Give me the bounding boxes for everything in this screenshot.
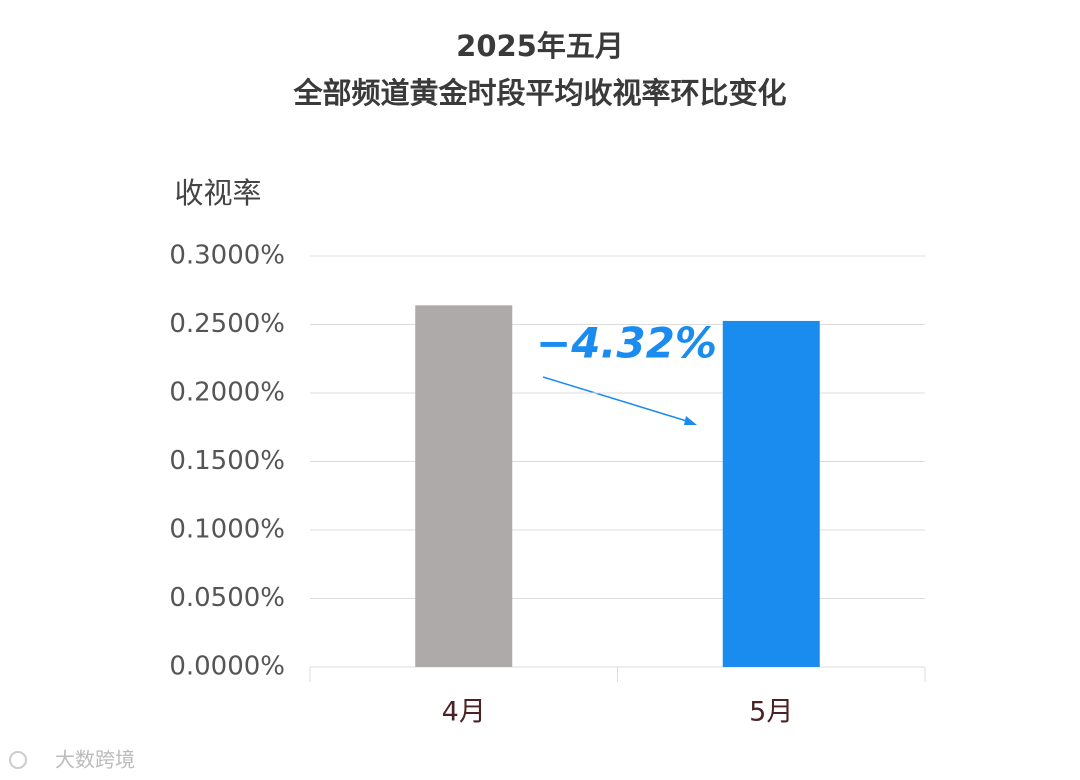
y-tick-label: 0.1500% (169, 446, 285, 476)
bar (415, 305, 513, 667)
watermark: 大数跨境 (55, 748, 135, 772)
y-tick-label: 0.0000% (169, 652, 285, 682)
chart-subtitle: 全部频道黄金时段平均收视率环比变化 (292, 76, 786, 110)
annotation-arrowhead (684, 416, 697, 425)
x-tick-label: 5月 (749, 697, 793, 728)
y-axis-label: 收视率 (174, 176, 261, 210)
y-tick-label: 0.2000% (169, 378, 285, 408)
y-tick-label: 0.2500% (169, 309, 285, 339)
annotation: −4.32% (536, 319, 717, 368)
y-tick-label: 0.3000% (169, 241, 285, 271)
watermark-icon (9, 751, 27, 769)
chart-title: 2025年五月 (456, 29, 624, 63)
x-tick-label: 4月 (442, 697, 486, 728)
annotation-arrow (542, 376, 691, 423)
bar (722, 320, 820, 667)
y-tick-label: 0.1000% (169, 515, 285, 545)
y-tick-label: 0.0500% (169, 583, 285, 613)
